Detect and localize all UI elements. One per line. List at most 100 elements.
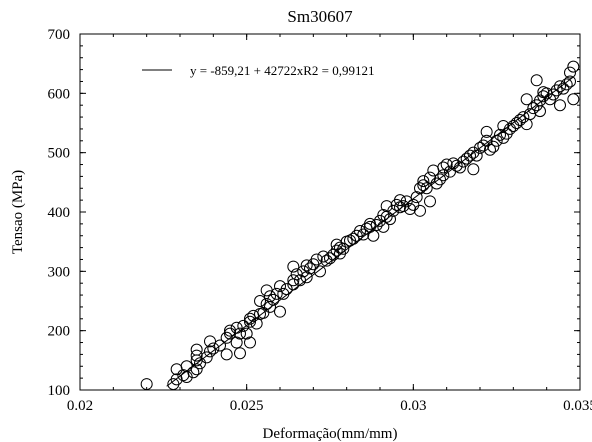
data-point bbox=[444, 165, 456, 178]
data-point bbox=[560, 78, 573, 91]
y-tick-label: 500 bbox=[48, 146, 71, 162]
data-point bbox=[537, 90, 550, 103]
data-point bbox=[330, 244, 343, 257]
data-point bbox=[417, 175, 430, 188]
data-point bbox=[377, 208, 390, 221]
x-tick-label: 0.035 bbox=[563, 398, 592, 414]
data-point bbox=[317, 250, 330, 263]
y-tick-label: 600 bbox=[48, 86, 71, 102]
data-point bbox=[550, 84, 563, 97]
data-point bbox=[234, 347, 246, 360]
data-point bbox=[287, 260, 300, 273]
data-point bbox=[207, 342, 220, 355]
y-tick-label: 100 bbox=[48, 383, 71, 399]
data-point bbox=[274, 305, 286, 318]
data-point bbox=[240, 327, 253, 340]
data-point bbox=[344, 234, 356, 247]
data-point bbox=[237, 319, 250, 332]
data-point bbox=[314, 265, 326, 278]
x-tick-label: 0.03 bbox=[400, 398, 426, 414]
data-point bbox=[437, 161, 450, 174]
data-point bbox=[484, 143, 496, 156]
data-point bbox=[454, 161, 466, 174]
data-point bbox=[464, 149, 476, 162]
data-point bbox=[320, 254, 333, 267]
x-tick-label: 0.02 bbox=[67, 398, 93, 414]
data-point bbox=[467, 146, 480, 159]
data-point bbox=[324, 252, 336, 265]
data-point bbox=[507, 119, 520, 132]
y-tick-label: 700 bbox=[48, 27, 71, 43]
data-point bbox=[567, 93, 580, 106]
data-point bbox=[447, 157, 460, 170]
data-point bbox=[567, 60, 580, 73]
data-point bbox=[554, 99, 566, 112]
data-point bbox=[517, 111, 530, 124]
data-point bbox=[204, 335, 216, 348]
data-point bbox=[190, 343, 203, 356]
data-point bbox=[244, 312, 256, 325]
data-point bbox=[530, 74, 543, 87]
data-point bbox=[420, 182, 433, 195]
data-point bbox=[564, 66, 576, 79]
data-points bbox=[140, 60, 580, 391]
data-point bbox=[384, 213, 396, 226]
data-point bbox=[264, 300, 276, 313]
data-point bbox=[337, 242, 350, 255]
data-point bbox=[190, 363, 203, 376]
data-point bbox=[394, 194, 406, 207]
data-point bbox=[264, 290, 276, 303]
data-point bbox=[257, 306, 270, 319]
data-point bbox=[467, 163, 480, 176]
data-point bbox=[410, 191, 423, 204]
data-point bbox=[310, 253, 323, 266]
data-point bbox=[457, 155, 470, 168]
data-point bbox=[440, 158, 453, 171]
y-tick-label: 300 bbox=[48, 264, 71, 280]
data-point bbox=[300, 271, 313, 284]
data-point bbox=[380, 200, 393, 213]
data-point bbox=[514, 114, 526, 127]
data-point bbox=[417, 179, 430, 192]
data-point bbox=[400, 195, 413, 208]
data-point bbox=[537, 86, 550, 99]
data-point bbox=[430, 177, 443, 190]
data-point bbox=[180, 360, 193, 373]
data-point bbox=[187, 366, 200, 379]
data-point bbox=[520, 93, 533, 106]
data-point bbox=[224, 324, 236, 337]
data-point bbox=[294, 274, 306, 287]
data-point bbox=[494, 128, 506, 141]
data-point bbox=[470, 149, 483, 162]
data-point bbox=[367, 229, 380, 242]
data-point bbox=[557, 82, 570, 95]
data-point bbox=[364, 220, 376, 233]
data-point bbox=[260, 297, 273, 310]
y-axis-label: Tensao (MPa) bbox=[10, 170, 26, 254]
data-point bbox=[297, 265, 310, 278]
data-point bbox=[270, 287, 283, 300]
chart-title: Sm30607 bbox=[287, 7, 353, 26]
data-point bbox=[434, 173, 446, 186]
data-point bbox=[474, 141, 486, 154]
data-point bbox=[267, 293, 280, 306]
data-point bbox=[497, 119, 510, 132]
data-point bbox=[374, 214, 386, 227]
data-point bbox=[370, 219, 383, 232]
legend-fit-equation: y = -859,21 + 42722xR2 = 0,99121 bbox=[190, 63, 375, 78]
data-point bbox=[244, 336, 256, 349]
plot-frame bbox=[79, 33, 581, 391]
data-point bbox=[274, 280, 286, 293]
data-point bbox=[437, 169, 450, 182]
data-point bbox=[230, 321, 243, 334]
data-point bbox=[564, 75, 576, 88]
data-point bbox=[487, 140, 500, 153]
y-axis-ticks: 100 200 300 400 500 600 700 bbox=[48, 27, 580, 399]
data-point bbox=[300, 259, 313, 272]
data-point bbox=[220, 331, 233, 344]
data-point bbox=[490, 134, 503, 147]
data-point bbox=[504, 122, 516, 135]
data-point bbox=[414, 204, 426, 217]
x-axis-label: Deformação(mm/mm) bbox=[263, 426, 398, 442]
